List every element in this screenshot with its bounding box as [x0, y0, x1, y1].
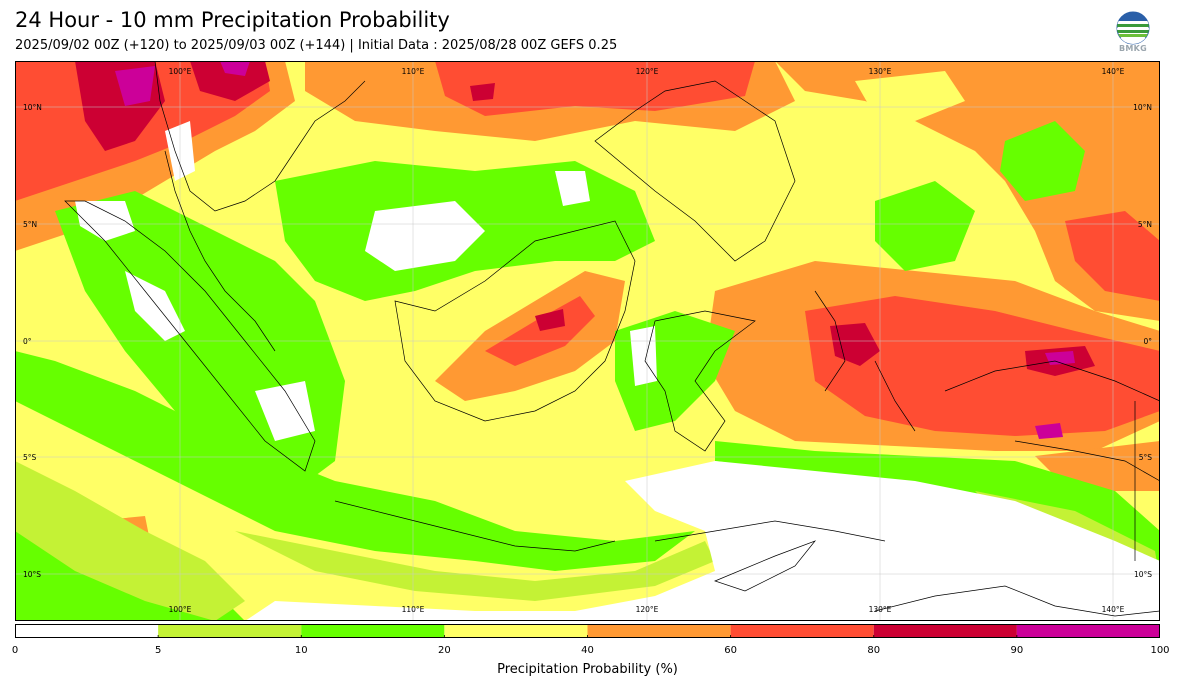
- lat-right-label: 5°N: [1138, 220, 1152, 229]
- map-subtitle: 2025/09/02 00Z (+120) to 2025/09/03 00Z …: [15, 38, 618, 53]
- logo-text: BMKG: [1118, 44, 1148, 53]
- lon-top-label: 130°E: [869, 67, 892, 76]
- graticule: [15, 61, 1160, 621]
- colorbar-title: Precipitation Probability (%): [497, 662, 678, 677]
- colorbar-tick-label: 90: [1010, 645, 1024, 656]
- coast-philippines: [594, 80, 796, 262]
- field-yellow-ne-patch: [855, 71, 965, 121]
- field-red-e: [805, 296, 1160, 436]
- colorbar-segment: [730, 624, 874, 638]
- bmkg-logo-icon: [1116, 11, 1150, 45]
- field-magenta-nw2: [220, 61, 250, 76]
- lat-left-label: 5°N: [23, 220, 37, 229]
- field-green-ne: [875, 181, 975, 271]
- colorbar-tick-label: 5: [154, 645, 162, 656]
- map-svg: 100°E 110°E 120°E 130°E 140°E 100°E 110°…: [15, 61, 1160, 621]
- coast-lesser-sunda: [654, 520, 886, 542]
- field-red-ne: [1065, 211, 1160, 301]
- lat-right-label: 0°: [1143, 337, 1152, 346]
- field-white-malay2: [125, 271, 185, 341]
- lat-right-label: 10°N: [1133, 103, 1152, 112]
- field-white-scs: [365, 201, 485, 271]
- lon-top-label: 120°E: [636, 67, 659, 76]
- colorbar-segment: [873, 624, 1017, 638]
- colorbar-segment: [301, 624, 445, 638]
- lon-bottom-label: 110°E: [402, 605, 425, 614]
- lon-bottom-labels: 100°E 110°E 120°E 130°E 140°E: [169, 605, 1125, 614]
- coast-timor: [714, 540, 817, 592]
- coast-sumatra: [64, 200, 316, 472]
- lat-left-labels: 10°N 5°N 0° 5°S 10°S: [23, 103, 42, 579]
- lon-top-label: 100°E: [169, 67, 192, 76]
- colorbar-tick-label: 100: [1150, 645, 1170, 656]
- colorbar-segment: [1016, 624, 1160, 638]
- field-red-nc: [435, 61, 755, 116]
- field-magenta-nw: [115, 66, 155, 106]
- coast-borneo: [394, 220, 636, 422]
- colorbar-segment: [444, 624, 588, 638]
- coast-malay-peninsula: [164, 150, 276, 352]
- lon-top-labels: 100°E 110°E 120°E 130°E 140°E: [169, 67, 1125, 76]
- lat-right-label: 5°S: [1139, 453, 1153, 462]
- map-title: 24 Hour - 10 mm Precipitation Probabilit…: [15, 8, 450, 32]
- colorbar-segment: [15, 624, 159, 638]
- field-white-scs2: [555, 171, 590, 206]
- colorbar-tick-label: 20: [438, 645, 451, 656]
- field-crimson-e3: [1035, 423, 1063, 439]
- lat-right-labels: 10°N 5°N 0° 5°S 10°S: [1133, 103, 1152, 579]
- colorbar-tick-label: 0: [11, 645, 19, 656]
- field-crimson-borneo: [535, 309, 565, 331]
- field-crimson-nc: [470, 83, 495, 101]
- lon-bottom-label: 100°E: [169, 605, 192, 614]
- coast-new-guinea: [944, 360, 1160, 482]
- colorbar: [15, 624, 1160, 638]
- field-white-south: [245, 461, 1160, 621]
- colorbar-tick-label: 10: [294, 645, 308, 656]
- field-green-east-band: [715, 441, 1160, 561]
- coast-sulawesi: [644, 310, 756, 452]
- precipitation-map: 100°E 110°E 120°E 130°E 140°E 100°E 110°…: [15, 61, 1160, 621]
- lat-left-label: 5°S: [23, 453, 37, 462]
- lon-bottom-label: 140°E: [1102, 605, 1125, 614]
- field-green-ne2: [1000, 121, 1085, 201]
- field-crimson-e: [830, 323, 880, 366]
- field-crimson-nw2: [190, 61, 270, 101]
- colorbar-tick-label: 80: [867, 645, 881, 656]
- field-white-sum: [255, 381, 315, 441]
- lon-top-label: 110°E: [402, 67, 425, 76]
- coast-australia: [874, 585, 1160, 617]
- colorbar-segment: [158, 624, 302, 638]
- lon-bottom-label: 130°E: [869, 605, 892, 614]
- lat-right-label: 10°S: [1134, 570, 1152, 579]
- coastlines: [64, 61, 1160, 617]
- colorbar-tick-label: 40: [581, 645, 594, 656]
- lat-left-label: 0°: [23, 337, 32, 346]
- coast-indochina: [154, 61, 366, 212]
- coast-maluku: [814, 290, 916, 432]
- lat-left-label: 10°N: [23, 103, 42, 112]
- coast-java: [334, 500, 616, 552]
- field-lightgreen-java: [235, 531, 715, 601]
- field-orange-ne: [775, 61, 1160, 321]
- map-border: [15, 61, 1160, 621]
- field-green-java: [15, 351, 695, 571]
- field-white-north-malay: [75, 201, 135, 241]
- lon-top-label: 140°E: [1102, 67, 1125, 76]
- lon-bottom-label: 120°E: [636, 605, 659, 614]
- colorbar-tick-label: 60: [724, 645, 737, 656]
- lat-left-label: 10°S: [23, 570, 41, 579]
- field-lightgreen-sw: [15, 461, 245, 621]
- colorbar-segment: [587, 624, 731, 638]
